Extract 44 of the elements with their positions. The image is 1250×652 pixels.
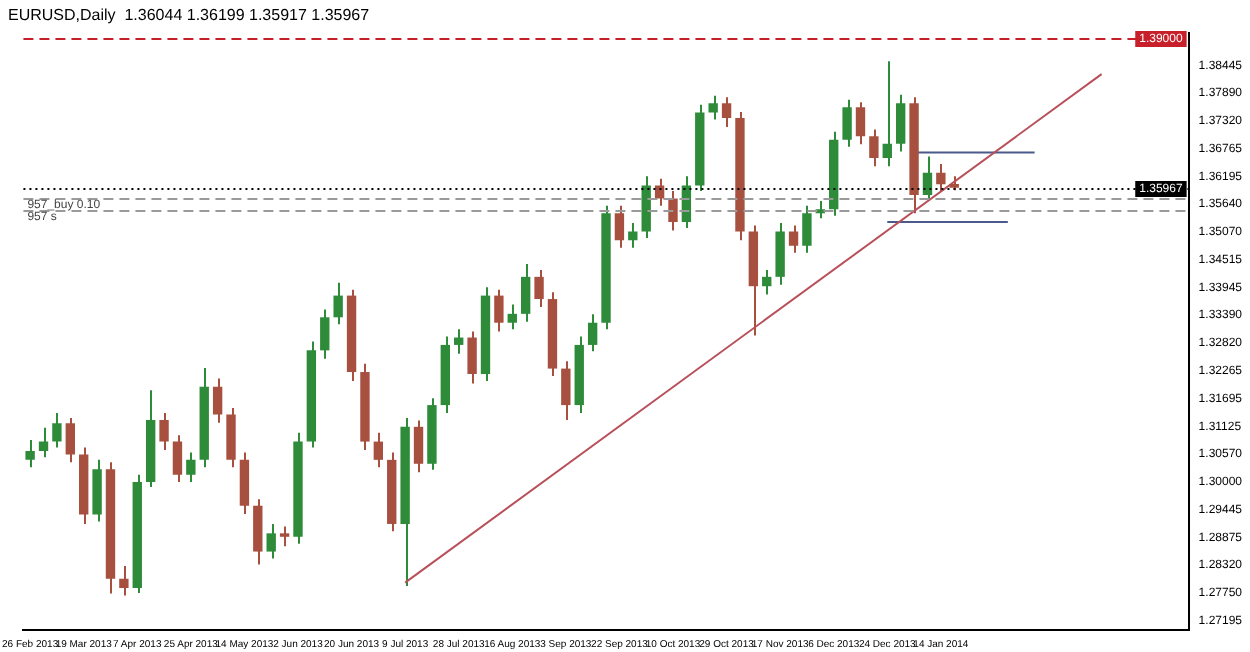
candlestick: [762, 268, 772, 296]
candlestick: [869, 128, 879, 168]
candlestick: [454, 328, 464, 355]
candlestick: [38, 426, 49, 459]
candlestick: [279, 525, 290, 548]
candlestick: [25, 439, 35, 469]
candlestick: [721, 96, 732, 128]
candlestick: [708, 94, 718, 121]
candlestick: [186, 451, 196, 484]
candlestick: [467, 330, 477, 385]
candlestick: [92, 458, 102, 523]
candlestick: [320, 308, 330, 360]
candlestick: [65, 416, 75, 464]
candlestick: [253, 498, 263, 566]
candlestick: [788, 224, 799, 254]
candlestick: [587, 313, 598, 353]
candlestick: [842, 98, 852, 148]
candlestick: [882, 60, 892, 168]
candlestick: [413, 419, 424, 474]
candlestick: [895, 93, 906, 153]
candlestick: [507, 303, 517, 331]
candlestick: [119, 564, 129, 597]
candlestick: [936, 162, 946, 193]
candlestick: [373, 431, 384, 469]
candlestick: [628, 222, 638, 249]
candlestick: [855, 101, 866, 146]
candlestick: [922, 155, 933, 202]
candlestick: [239, 451, 250, 516]
candlestick: [52, 411, 62, 449]
chart-title: EURUSD,Daily 1.36044 1.36199 1.35917 1.35967: [8, 6, 371, 25]
candlestick: [520, 263, 531, 323]
candlestick: [333, 281, 343, 326]
candlestick: [614, 204, 625, 249]
candlestick: [212, 377, 223, 424]
candlestick: [226, 407, 236, 469]
candlestick: [561, 360, 571, 421]
candlestick: [802, 204, 812, 254]
candlestick: [266, 522, 276, 560]
candlestick: [172, 434, 183, 484]
candlestick: [668, 190, 678, 232]
candlestick: [534, 268, 544, 308]
candlestick: [775, 222, 785, 286]
candlestick: [159, 411, 169, 451]
candlestick: [494, 288, 504, 333]
